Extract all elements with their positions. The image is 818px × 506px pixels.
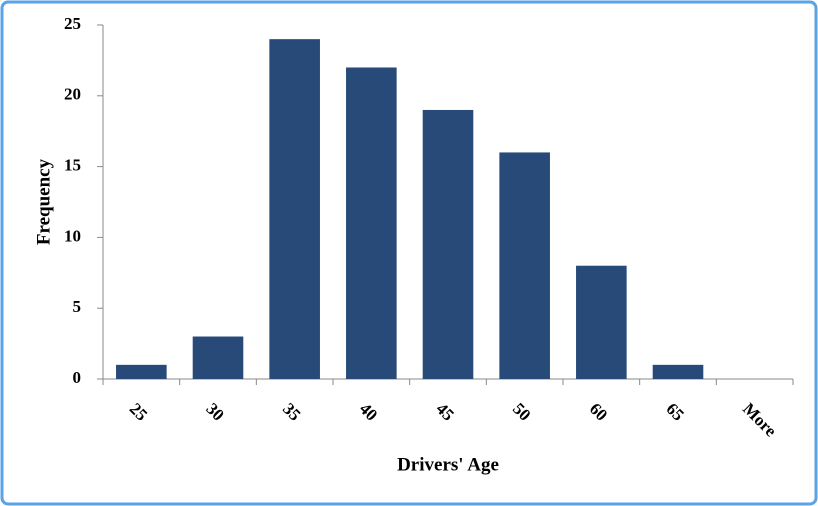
bar (422, 109, 474, 380)
bar (192, 336, 244, 379)
y-tick-label: 25 (64, 14, 81, 33)
bar (652, 364, 704, 379)
bar (116, 364, 167, 379)
y-tick-label: 20 (64, 85, 81, 104)
y-axis-title: Frequency (33, 158, 54, 245)
bar (269, 39, 320, 379)
y-tick-label: 15 (64, 156, 81, 175)
x-axis-title: Drivers' Age (397, 454, 499, 475)
y-tick-label: 0 (73, 368, 82, 387)
bar (576, 265, 627, 379)
bar (499, 152, 550, 379)
bar (346, 67, 397, 379)
y-tick-label: 5 (73, 297, 82, 316)
y-tick-label: 10 (64, 226, 81, 245)
